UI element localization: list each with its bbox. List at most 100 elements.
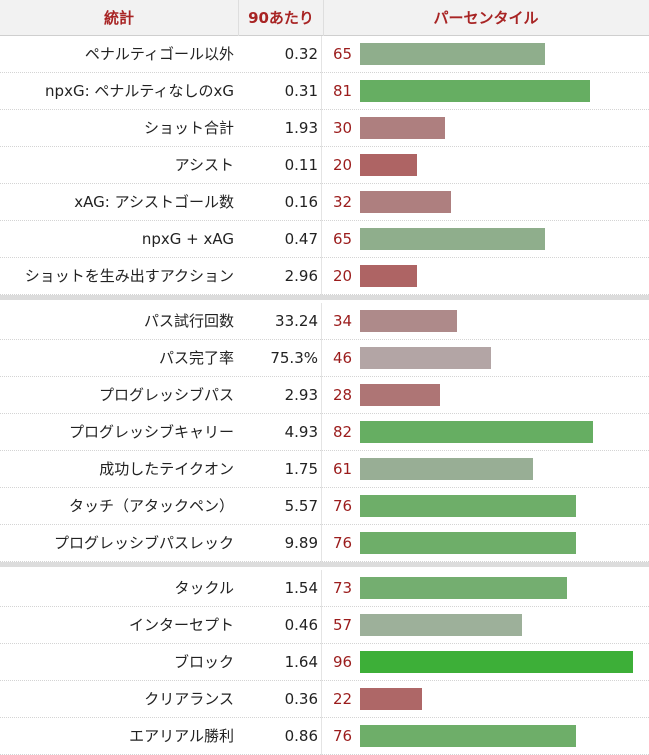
percentile-value: 81 <box>333 82 353 100</box>
percentile-bar <box>360 688 422 710</box>
percentile-value: 20 <box>333 156 353 174</box>
table-row: アシスト 0.11 20 <box>0 147 649 184</box>
column-divider <box>321 184 322 221</box>
percentile-bar <box>360 651 633 673</box>
percentile-bar <box>360 458 533 480</box>
per90-value: 0.46 <box>284 616 318 634</box>
table-row: クリアランス 0.36 22 <box>0 681 649 718</box>
table-row: パス完了率 75.3% 46 <box>0 340 649 377</box>
per90-value: 0.32 <box>284 45 318 63</box>
per90-value: 1.75 <box>284 460 318 478</box>
group-separator <box>0 562 649 567</box>
group-separator <box>0 295 649 300</box>
column-divider <box>321 451 322 488</box>
percentile-value: 73 <box>333 579 353 597</box>
stat-label: タックル <box>174 579 234 597</box>
stat-label: 成功したテイクオン <box>99 460 234 478</box>
table-row: ブロック 1.64 96 <box>0 644 649 681</box>
column-divider <box>321 644 322 681</box>
table-row: パス試行回数 33.24 34 <box>0 303 649 340</box>
stat-label: アシスト <box>174 156 234 174</box>
per90-value: 0.31 <box>284 82 318 100</box>
percentile-bar <box>360 228 545 250</box>
percentile-bar <box>360 421 593 443</box>
stat-label: インターセプト <box>128 616 234 634</box>
per90-value: 0.86 <box>284 727 318 745</box>
per90-value: 0.11 <box>284 156 318 174</box>
stat-label: xAG: アシストゴール数 <box>74 193 234 211</box>
column-divider <box>321 221 322 258</box>
percentile-bar <box>360 614 522 636</box>
percentile-bar <box>360 725 576 747</box>
percentile-value: 76 <box>333 534 353 552</box>
table-row: ショット合計 1.93 30 <box>0 110 649 147</box>
stat-label: エアリアル勝利 <box>129 727 234 745</box>
percentile-bar <box>360 43 545 65</box>
percentile-bar <box>360 577 567 599</box>
percentile-value: 22 <box>333 690 353 708</box>
stat-label: パス完了率 <box>158 349 234 367</box>
column-divider <box>321 570 322 607</box>
percentile-bar <box>360 310 457 332</box>
table-row: タックル 1.54 73 <box>0 570 649 607</box>
percentile-value: 30 <box>333 119 353 137</box>
percentile-value: 61 <box>333 460 353 478</box>
table-header: 統計 90あたり パーセンタイル <box>0 0 649 36</box>
table-row: xAG: アシストゴール数 0.16 32 <box>0 184 649 221</box>
header-per90[interactable]: 90あたり <box>238 0 324 36</box>
column-divider <box>321 718 322 755</box>
stat-label: パス試行回数 <box>143 312 234 330</box>
percentile-value: 28 <box>333 386 353 404</box>
percentile-value: 96 <box>333 653 353 671</box>
percentile-value: 82 <box>333 423 353 441</box>
percentile-value: 76 <box>333 727 353 745</box>
percentile-value: 34 <box>333 312 353 330</box>
header-percentile[interactable]: パーセンタイル <box>433 9 539 27</box>
column-divider <box>321 681 322 718</box>
header-stat[interactable]: 統計 <box>103 9 134 27</box>
per90-value: 9.89 <box>284 534 318 552</box>
stat-label: プログレッシブパスレック <box>53 534 234 552</box>
stat-label: プログレッシブキャリー <box>68 423 234 441</box>
column-divider <box>321 73 322 110</box>
percentile-value: 65 <box>333 230 353 248</box>
stat-label: タッチ（アタックペン） <box>68 497 234 515</box>
percentile-bar <box>360 495 576 517</box>
percentile-bar <box>360 265 417 287</box>
column-divider <box>321 36 322 73</box>
per90-value: 0.36 <box>284 690 318 708</box>
per90-value: 0.47 <box>284 230 318 248</box>
column-divider <box>321 110 322 147</box>
column-divider <box>321 525 322 562</box>
column-divider <box>321 488 322 525</box>
column-divider <box>321 414 322 451</box>
per90-value: 2.93 <box>284 386 318 404</box>
percentile-bar <box>360 117 445 139</box>
per90-value: 1.93 <box>284 119 318 137</box>
per90-value: 5.57 <box>284 497 318 515</box>
percentile-bar <box>360 191 451 213</box>
per90-value: 75.3% <box>270 349 318 367</box>
percentile-bar <box>360 80 590 102</box>
column-divider <box>321 258 322 295</box>
column-divider <box>321 303 322 340</box>
table-row: タッチ（アタックペン） 5.57 76 <box>0 488 649 525</box>
column-divider <box>321 607 322 644</box>
table-row: プログレッシブキャリー 4.93 82 <box>0 414 649 451</box>
per90-value: 4.93 <box>284 423 318 441</box>
percentile-bar <box>360 347 491 369</box>
column-divider <box>321 377 322 414</box>
stat-label: プログレッシブパス <box>98 386 234 404</box>
percentile-value: 32 <box>333 193 353 211</box>
percentile-value: 57 <box>333 616 353 634</box>
percentile-value: 76 <box>333 497 353 515</box>
stat-label: ショットを生み出すアクション <box>24 267 234 285</box>
table-row: インターセプト 0.46 57 <box>0 607 649 644</box>
stat-label: ブロック <box>173 653 234 671</box>
percentile-value: 20 <box>333 267 353 285</box>
table-row: ショットを生み出すアクション 2.96 20 <box>0 258 649 295</box>
table-row: エアリアル勝利 0.86 76 <box>0 718 649 755</box>
table-row: プログレッシブパスレック 9.89 76 <box>0 525 649 562</box>
percentile-bar <box>360 384 440 406</box>
